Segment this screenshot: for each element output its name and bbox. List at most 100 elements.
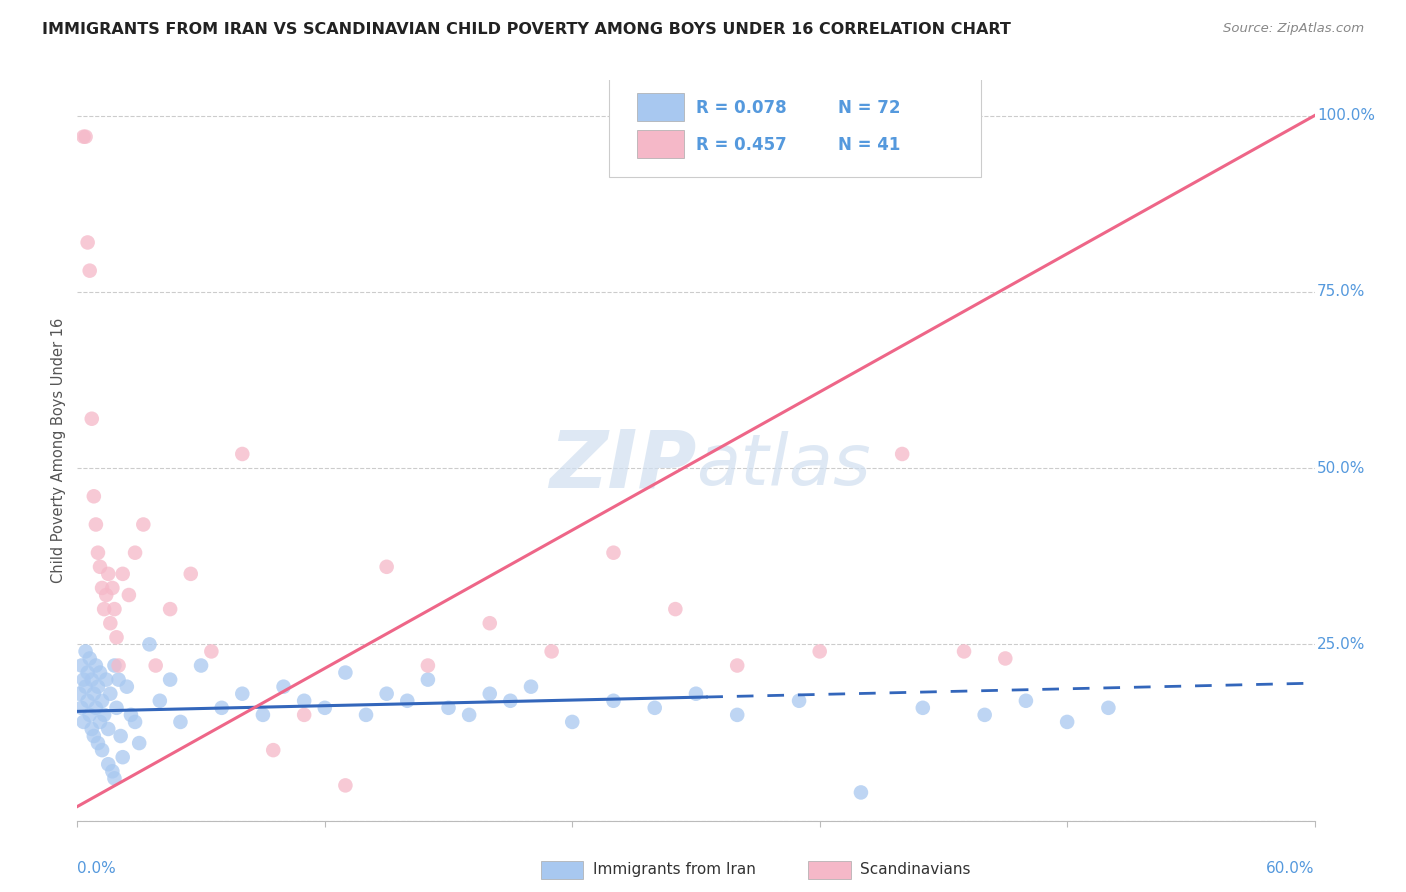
Point (72, 714, 94, 729)
Point (664, 602, 686, 616)
Text: Source: ZipAtlas.com: Source: ZipAtlas.com (1223, 22, 1364, 36)
Point (891, 447, 914, 461)
Point (132, 517, 155, 532)
Point (80, 411, 103, 425)
Point (138, 637, 160, 651)
Point (91, 694, 114, 708)
Point (314, 701, 336, 715)
FancyBboxPatch shape (637, 93, 683, 121)
Point (76, 694, 98, 708)
Point (252, 707, 274, 722)
Point (75, 644, 97, 658)
Point (145, 658, 167, 673)
Point (911, 701, 934, 715)
Point (169, 714, 191, 729)
Point (87, 680, 110, 694)
Point (93, 707, 115, 722)
FancyBboxPatch shape (637, 130, 683, 158)
Point (375, 559, 398, 574)
Point (520, 680, 543, 694)
Point (70, 658, 93, 673)
Point (1056, 714, 1078, 729)
Point (84, 517, 107, 532)
Point (149, 694, 172, 708)
Point (787, 694, 810, 708)
Point (273, 680, 295, 694)
Text: N = 41: N = 41 (838, 136, 901, 153)
Point (87, 546, 110, 560)
Point (231, 687, 253, 701)
Point (79, 263, 101, 277)
Point (72, 673, 94, 687)
Point (67, 687, 90, 701)
Point (458, 707, 481, 722)
Point (124, 714, 146, 729)
Point (540, 644, 562, 658)
Point (120, 707, 142, 722)
Point (725, 707, 748, 722)
Point (849, 785, 872, 799)
Point (396, 694, 419, 708)
Point (953, 644, 976, 658)
Point (84, 658, 107, 673)
Point (685, 687, 707, 701)
Point (107, 658, 129, 673)
Text: IMMIGRANTS FROM IRAN VS SCANDINAVIAN CHILD POVERTY AMONG BOYS UNDER 16 CORRELATI: IMMIGRANTS FROM IRAN VS SCANDINAVIAN CHI… (42, 22, 1011, 37)
Point (83, 687, 105, 701)
Point (354, 707, 377, 722)
Point (375, 687, 398, 701)
Point (1097, 701, 1119, 715)
Point (87, 736, 110, 750)
Point (103, 602, 125, 616)
Point (76, 235, 98, 250)
Point (499, 694, 522, 708)
Point (84, 701, 107, 715)
Point (602, 694, 624, 708)
Point (79, 707, 101, 722)
Point (180, 566, 202, 581)
Point (96, 673, 118, 687)
Text: Scandinavians: Scandinavians (860, 863, 972, 877)
Text: Immigrants from Iran: Immigrants from Iran (593, 863, 756, 877)
Point (808, 644, 831, 658)
Point (103, 772, 125, 786)
Point (101, 764, 124, 779)
Point (70, 701, 93, 715)
Point (105, 701, 128, 715)
Point (97, 566, 120, 581)
Point (97, 722, 120, 736)
Point (561, 714, 583, 729)
Point (335, 665, 357, 680)
Text: 0.0%: 0.0% (77, 862, 117, 876)
Text: 60.0%: 60.0% (1267, 862, 1315, 876)
Point (79, 651, 101, 665)
Y-axis label: Child Poverty Among Boys Under 16: Child Poverty Among Boys Under 16 (51, 318, 66, 583)
Point (72, 129, 94, 144)
Point (478, 687, 501, 701)
Point (994, 651, 1017, 665)
Point (124, 546, 146, 560)
Point (231, 447, 253, 461)
Text: 50.0%: 50.0% (1317, 460, 1365, 475)
Point (602, 546, 624, 560)
Point (1015, 694, 1038, 708)
Text: 25.0%: 25.0% (1317, 637, 1365, 652)
Text: ZIP: ZIP (548, 426, 696, 504)
Point (91, 743, 114, 757)
Point (159, 673, 181, 687)
Point (262, 743, 284, 757)
Point (118, 588, 141, 602)
Point (83, 729, 105, 743)
Point (76, 665, 98, 680)
Point (211, 701, 233, 715)
Point (110, 729, 132, 743)
Text: N = 72: N = 72 (838, 99, 901, 117)
Text: R = 0.078: R = 0.078 (696, 99, 786, 117)
Point (416, 673, 439, 687)
Point (75, 129, 97, 144)
Point (98, 687, 121, 701)
Point (80, 673, 103, 687)
Point (111, 566, 134, 581)
Point (111, 750, 134, 764)
Text: 75.0%: 75.0% (1317, 285, 1365, 300)
